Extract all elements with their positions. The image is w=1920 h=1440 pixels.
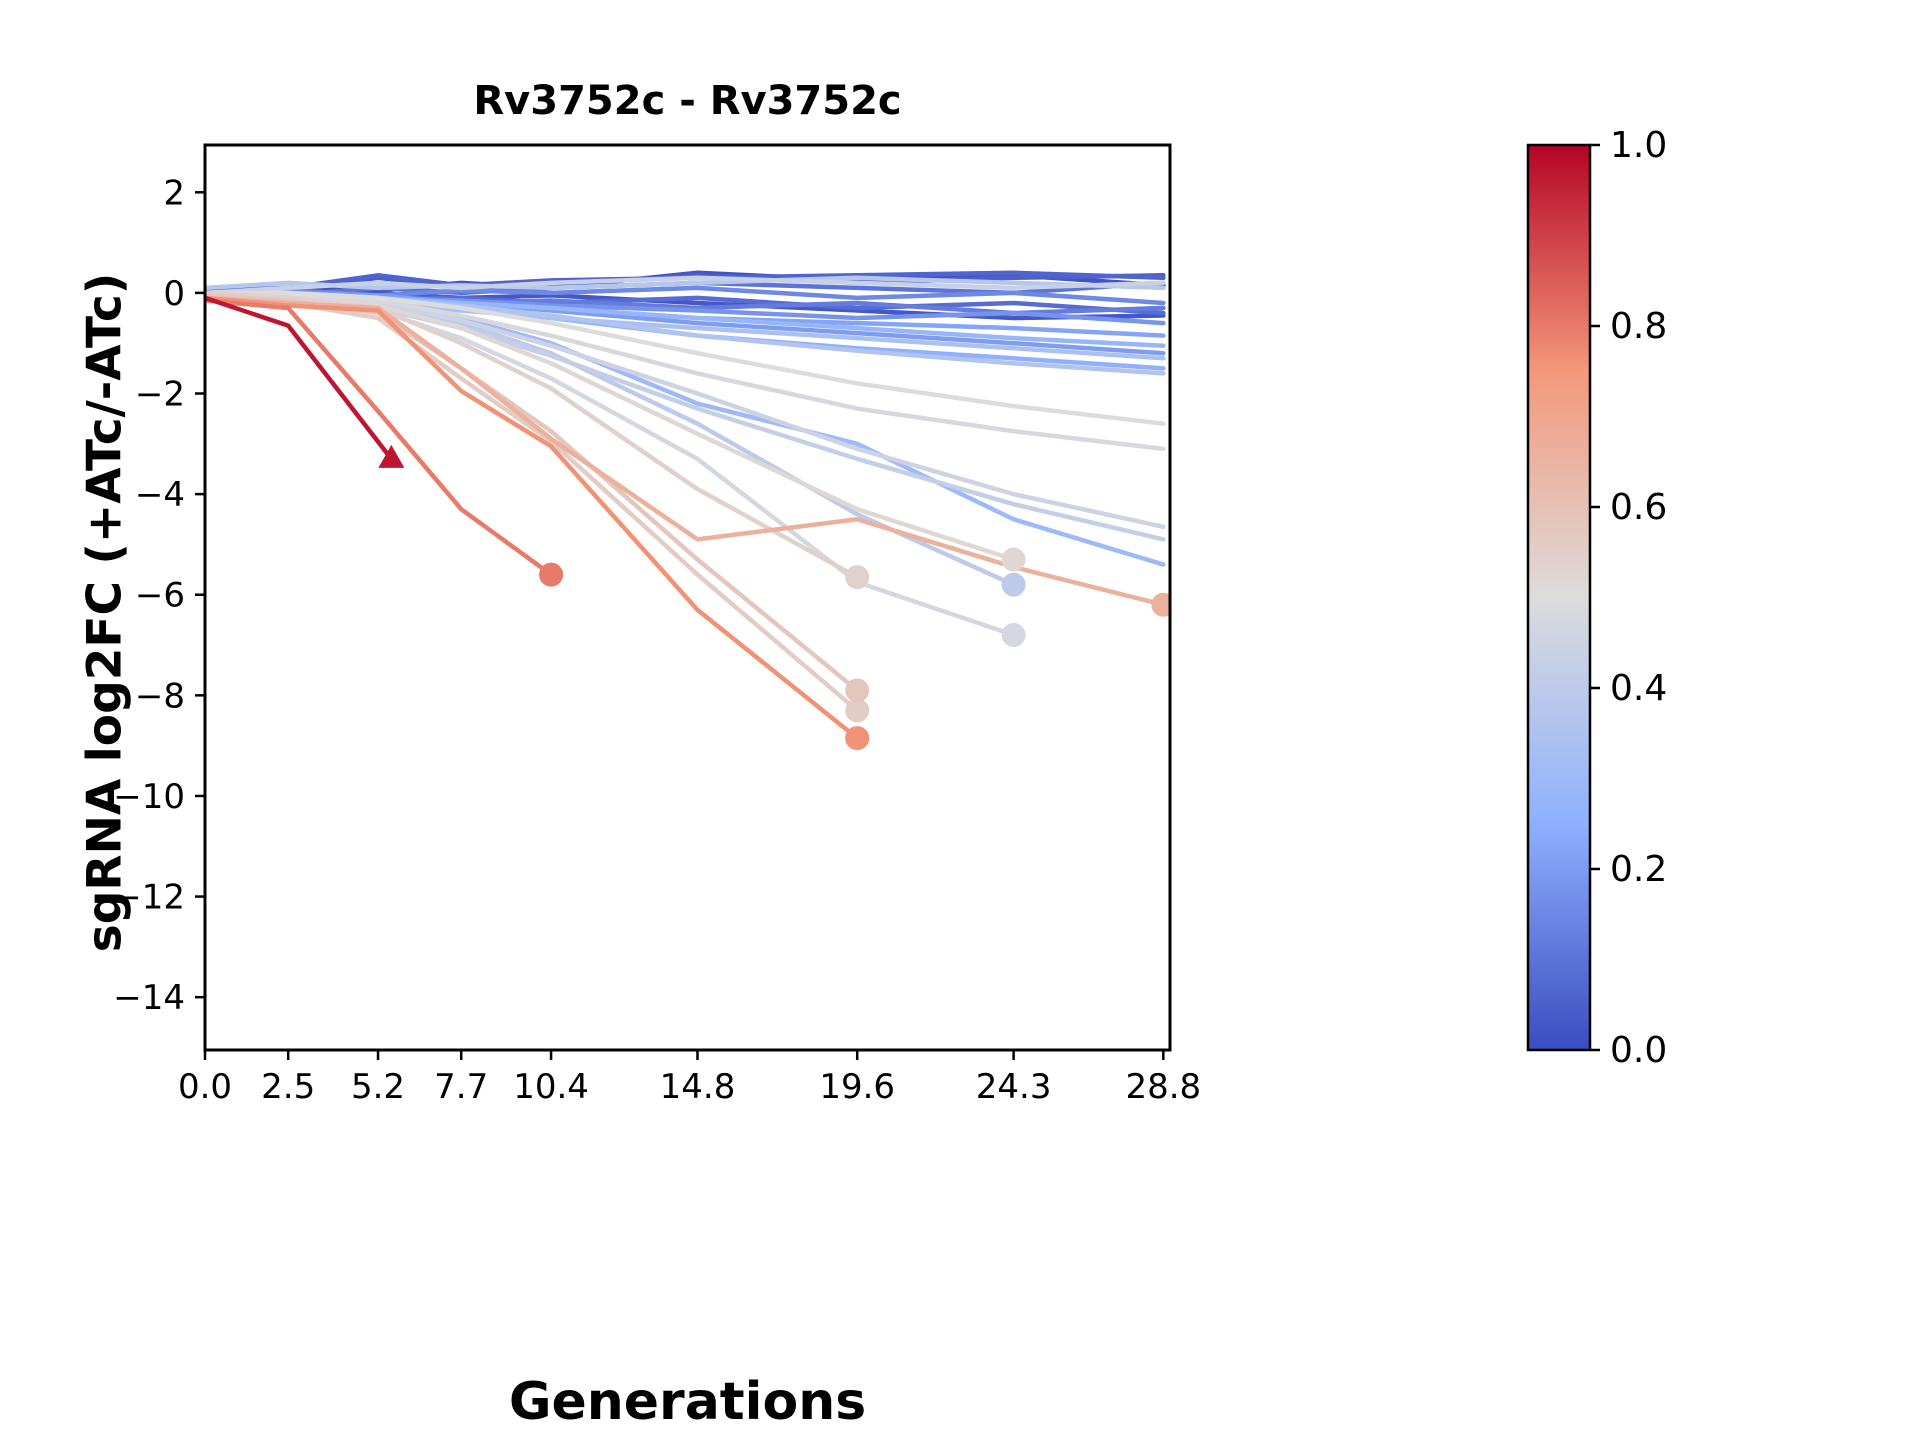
endpoint-circle-marker [1001, 572, 1026, 597]
series-line [205, 290, 860, 580]
series-line [205, 290, 1166, 426]
colorbar-tick-label: 0.8 [1610, 306, 1667, 347]
endpoint-triangle-marker [378, 444, 405, 468]
colorbar-tick-label: 0.4 [1610, 668, 1667, 709]
x-tick-label: 2.5 [261, 1067, 315, 1107]
series-line [205, 295, 394, 462]
x-tick-label: 14.8 [660, 1067, 736, 1107]
y-tick-label: −8 [135, 676, 185, 716]
endpoint-circle-marker [539, 562, 564, 587]
series-line [205, 275, 1166, 296]
endpoint-circle-marker [845, 678, 870, 703]
endpoint-circle-marker [1151, 592, 1170, 617]
series-line [205, 298, 554, 577]
y-axis-ticks: 2 0 −2 −4 −6 −8 −10 −12 −14 [113, 173, 205, 1018]
y-tick-label: −4 [135, 475, 185, 515]
endpoint-circle-marker [1001, 622, 1026, 647]
y-tick-label: −12 [113, 878, 185, 918]
colorbar-tick-label: 1.0 [1610, 125, 1667, 166]
colorbar-tick-label: 0.0 [1610, 1030, 1667, 1071]
x-tick-label: 7.7 [434, 1067, 488, 1107]
x-tick-label: 10.4 [513, 1067, 589, 1107]
x-tick-label: 19.6 [819, 1067, 895, 1107]
series-line [205, 290, 1166, 452]
colorbar-tick-label: 0.6 [1610, 487, 1667, 528]
y-tick-label: 0 [163, 274, 185, 314]
colorbar-gradient [1526, 143, 1592, 1052]
series-line [205, 295, 1166, 608]
y-tick-label: −14 [113, 978, 185, 1018]
x-axis-ticks: 0.0 2.5 5.2 7.7 10.4 14.8 19.6 24.3 28.8 [178, 1050, 1201, 1107]
series-lines [205, 270, 1170, 751]
series-line [205, 295, 860, 741]
y-tick-label: 2 [163, 173, 185, 213]
endpoint-circle-marker [845, 565, 870, 590]
x-tick-label: 28.8 [1125, 1067, 1201, 1107]
colorbar-tick-label: 0.2 [1610, 849, 1667, 890]
axes-frame [203, 143, 1172, 1052]
endpoint-circle-marker [845, 698, 870, 723]
chart-title: Rv3752c - Rv3752c [473, 78, 902, 124]
x-axis-label: Generations [508, 1372, 867, 1432]
y-tick-label: −10 [113, 777, 185, 817]
x-tick-label: 24.3 [976, 1067, 1052, 1107]
series-line [205, 290, 1016, 638]
y-tick-label: −6 [135, 576, 185, 616]
colorbar: 1.0 0.8 0.6 0.4 0.2 0.0 [1526, 125, 1667, 1071]
endpoint-circle-marker [845, 726, 870, 751]
endpoint-circle-marker [1001, 547, 1026, 572]
x-tick-label: 0.0 [178, 1067, 232, 1107]
x-tick-label: 5.2 [351, 1067, 405, 1107]
y-tick-label: −2 [135, 375, 185, 415]
